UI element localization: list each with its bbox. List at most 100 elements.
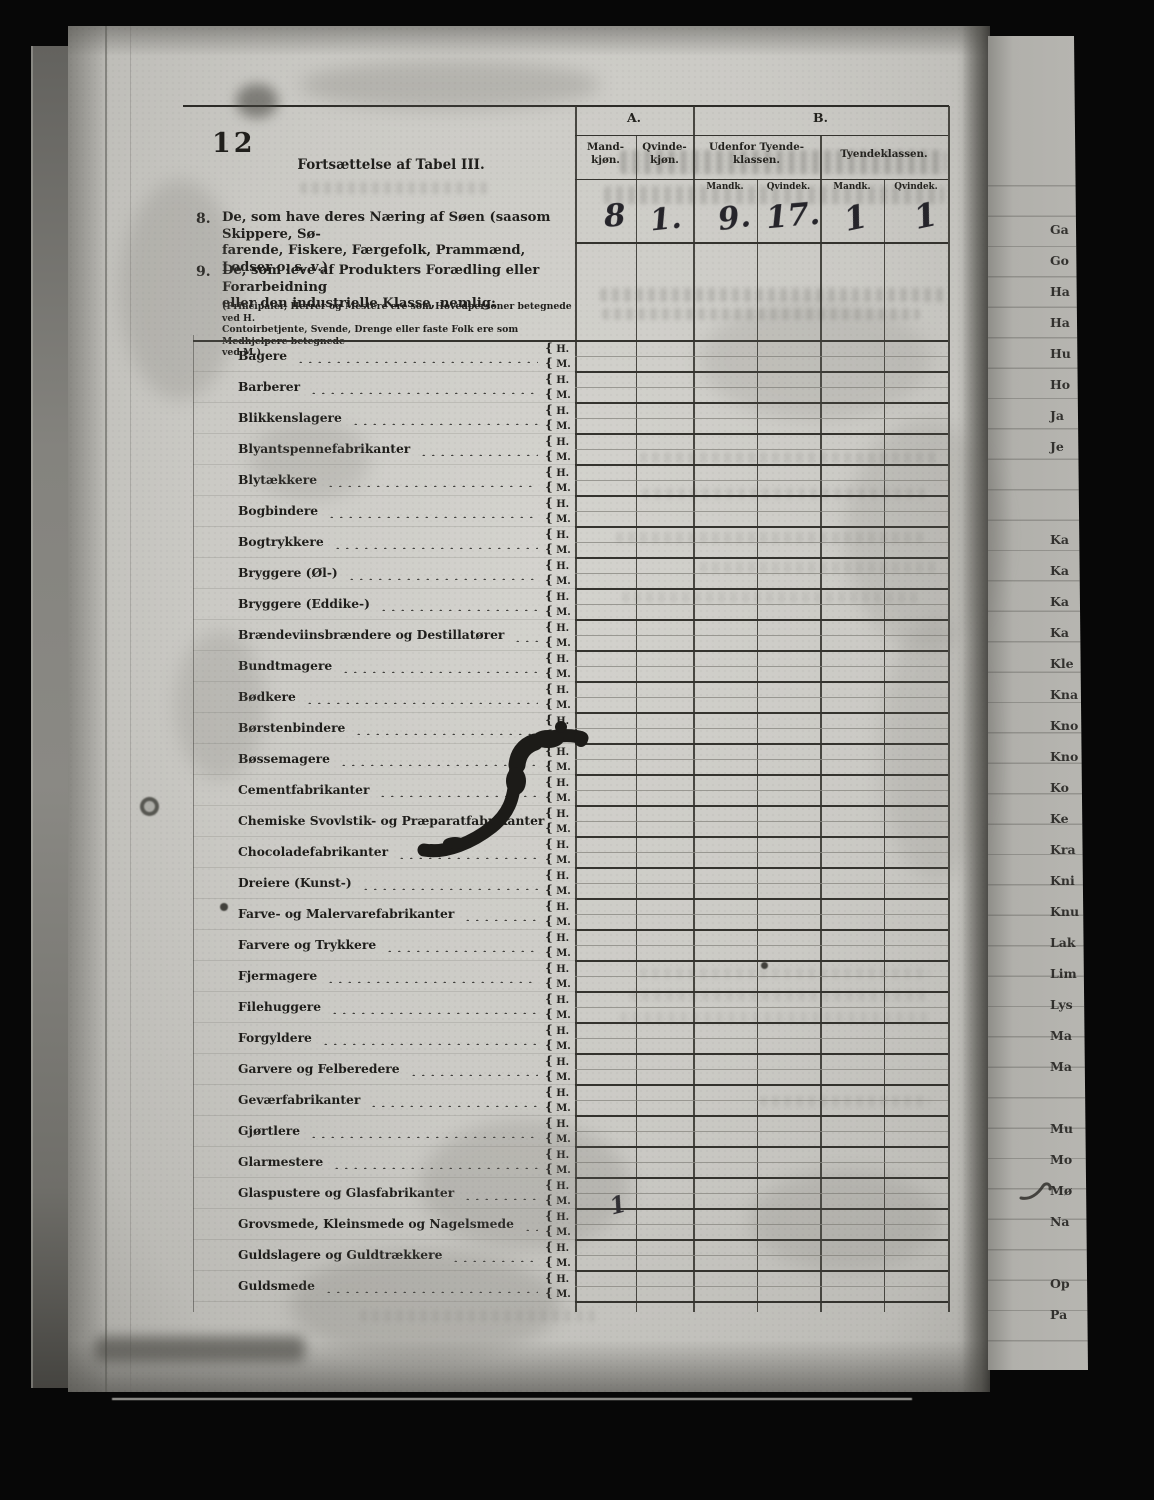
next-page-text-fragment: Ma <box>1050 1028 1072 1043</box>
hm-separator-line <box>575 665 948 667</box>
occupation-label: Farvere og Trykkere <box>238 937 377 952</box>
occupation-row: Blytækkere <box>238 469 540 487</box>
hm-separator-line <box>575 572 948 574</box>
next-page-text-fragment: Lim <box>1050 966 1077 981</box>
h-marker: { H. <box>545 1116 570 1131</box>
dotted-leader <box>328 1000 538 1014</box>
hm-separator-line <box>575 1006 948 1008</box>
page-crease-line <box>130 26 131 1392</box>
brace-glyph: { <box>545 1209 553 1223</box>
row-boundary-faint <box>193 1115 575 1116</box>
occupation-label: Guldsmede <box>238 1278 315 1293</box>
next-page-text-fragment: Ke <box>1050 811 1069 826</box>
brace-glyph: { <box>545 992 553 1006</box>
brace-glyph: { <box>545 759 553 773</box>
row-boundary-faint <box>193 371 575 372</box>
occupation-label: Glaspustere og Glasfabrikanter <box>238 1185 455 1200</box>
grid-vertical-line <box>884 179 886 1312</box>
h-marker: { H. <box>545 434 570 449</box>
hm-separator-line <box>575 696 948 698</box>
brace-glyph: { <box>545 976 553 990</box>
brace-glyph: { <box>545 697 553 711</box>
row-boundary-line <box>575 1022 948 1024</box>
brace-glyph: { <box>545 1271 553 1285</box>
row-boundary-line <box>575 960 948 962</box>
paper-stain <box>845 420 1005 650</box>
dotted-leader <box>352 721 538 735</box>
occupation-row: Garvere og Felberedere <box>238 1058 540 1076</box>
occupation-label: Bødkere <box>238 689 296 704</box>
dotted-leader <box>330 1155 538 1169</box>
occupation-label: Cementfabrikanter <box>238 782 370 797</box>
occupation-row: Blikkenslagere <box>238 407 540 425</box>
note-line-1: (Principaler, Herrer og Mestere ere som … <box>222 301 572 324</box>
bleed-through-ghost-text <box>640 452 940 463</box>
row-boundary-faint <box>193 991 575 992</box>
occupation-row: Guldslagere og Guldtrækkere <box>238 1244 540 1262</box>
brace-glyph: { <box>545 434 553 448</box>
row-boundary-line <box>575 805 948 807</box>
m-marker: { M. <box>545 821 571 836</box>
bottom-shadow-band <box>95 1336 305 1362</box>
occupation-label: Bryggere (Øl-) <box>238 565 338 580</box>
next-page-text-fragment: Ha <box>1050 284 1070 299</box>
brace-glyph: { <box>545 1131 553 1145</box>
brace-glyph: { <box>545 1240 553 1254</box>
row-boundary-faint <box>193 867 575 868</box>
paper-stain <box>290 1250 560 1360</box>
occupation-label: Chocoladefabrikanter <box>238 844 389 859</box>
brace-glyph: { <box>545 1255 553 1269</box>
col-qvindekjon-header: Qvinde- kjøn. <box>636 141 693 166</box>
brace-glyph: { <box>545 449 553 463</box>
occupation-label: Blikkenslagere <box>238 410 342 425</box>
page-fold-line <box>105 26 107 1392</box>
next-page-text-fragment: Op <box>1050 1276 1070 1291</box>
row-boundary-line <box>575 1177 948 1179</box>
m-marker: { M. <box>545 387 571 402</box>
brace-glyph: { <box>545 589 553 603</box>
brace-glyph: { <box>545 387 553 401</box>
brace-glyph: { <box>545 511 553 525</box>
m-marker: { M. <box>545 604 571 619</box>
dotted-leader <box>339 659 538 673</box>
h-marker: { H. <box>545 465 570 480</box>
row-boundary-faint <box>193 1146 575 1147</box>
paper-stain <box>420 1120 630 1250</box>
paper-stain <box>250 420 370 500</box>
dotted-leader <box>307 1124 538 1138</box>
brace-glyph: { <box>545 837 553 851</box>
bleed-through-ghost-text <box>600 288 948 302</box>
occupation-label: Børstenbindere <box>238 720 346 735</box>
row-boundary-faint <box>193 464 575 465</box>
header-line <box>575 242 948 245</box>
occupation-row: Bryggere (Øl-) <box>238 562 540 580</box>
occupation-row: Bogtrykkere <box>238 531 540 549</box>
h-marker: { H. <box>545 403 570 418</box>
paper-stain <box>750 1170 940 1270</box>
brace-glyph: { <box>545 868 553 882</box>
bleed-through-ghost-text <box>622 592 920 603</box>
m-marker: { M. <box>545 1162 571 1177</box>
hm-separator-line <box>575 355 948 357</box>
occupation-label: Bagere <box>238 348 288 363</box>
next-page-text-fragment: Go <box>1050 253 1070 268</box>
next-page-text-fragment: Mø <box>1050 1183 1073 1198</box>
m-marker: { M. <box>545 759 571 774</box>
bleed-through-ghost-text <box>300 182 490 194</box>
h-marker: { H. <box>545 1178 570 1193</box>
brace-glyph: { <box>545 356 553 370</box>
m-marker: { M. <box>545 914 571 929</box>
bleed-through-ghost-text <box>620 1012 930 1023</box>
next-page-text-fragment: Ka <box>1050 594 1069 609</box>
row-boundary-line <box>575 650 948 652</box>
paper-stain <box>700 300 930 420</box>
brace-glyph: { <box>545 1007 553 1021</box>
hm-separator-line <box>575 634 948 636</box>
bleed-through-ghost-text <box>630 990 930 1001</box>
occupation-row: Barberer <box>238 376 540 394</box>
hm-separator-line <box>575 603 948 605</box>
subcol-qvindek-1: Qvindek. <box>766 182 811 192</box>
hm-separator-line <box>575 975 948 977</box>
row-boundary-line <box>575 743 948 745</box>
hm-separator-line <box>575 1254 948 1256</box>
